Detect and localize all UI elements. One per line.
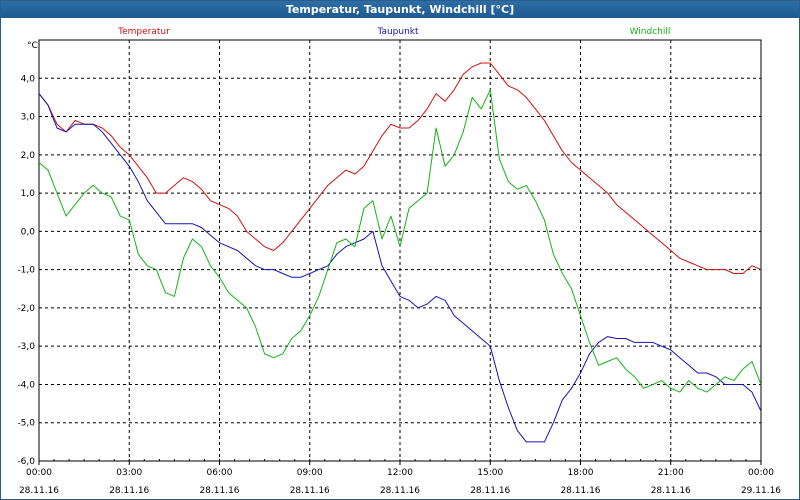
x-tick-time: 06:00 [207, 468, 233, 478]
y-tick-label: 0,0 [21, 227, 36, 237]
x-tick-time: 15:00 [477, 468, 503, 478]
x-tick-date: 28.11.16 [19, 486, 59, 496]
series-line-temperatur [38, 62, 762, 274]
x-tick-time: 21:00 [658, 468, 684, 478]
y-tick-label: -6,0 [17, 457, 35, 467]
grid-lines [39, 40, 761, 462]
x-tick-date: 28.11.16 [109, 486, 149, 496]
x-tick-date: 28.11.16 [199, 486, 239, 496]
legend-entry-windchill: Windchill [630, 27, 671, 37]
y-tick-label: 2,0 [21, 151, 36, 161]
x-tick-time: 00:00 [748, 468, 774, 478]
x-tick-date: 28.11.16 [380, 486, 420, 496]
legend-entry-taupunkt: Taupunkt [376, 27, 419, 37]
x-tick-date: 28.11.16 [290, 486, 330, 496]
y-axis: 4,0 3,0 2,0 1,0 0,0 -1,0 -2,0 -3,0 -4,0 -5,0 -6,0 °… [17, 41, 37, 467]
y-tick-label: -5,0 [17, 419, 35, 429]
series-line-taupunkt [38, 93, 762, 443]
y-tick-label: -2,0 [17, 304, 35, 314]
chart-title: Temperatur, Taupunkt, Windchill [°C] [1, 1, 799, 18]
y-tick-label: -1,0 [17, 266, 35, 276]
y-tick-label: 4,0 [21, 74, 36, 84]
x-tick-date: 28.11.16 [560, 486, 600, 496]
line-chart: 4,0 3,0 2,0 1,0 0,0 -1,0 -2,0 -3,0 -4,0 -5,0 -6,0 °… [17, 27, 781, 496]
x-tick-time: 03:00 [116, 468, 142, 478]
legend-entry-temperatur: Temperatur [117, 27, 170, 37]
x-tick-time: 12:00 [387, 468, 413, 478]
y-tick-label: 3,0 [21, 113, 36, 123]
y-axis-unit: °C [27, 41, 38, 51]
x-tick-time: 18:00 [568, 468, 594, 478]
y-tick-label: -3,0 [17, 342, 35, 352]
x-tick-time: 00:00 [26, 468, 52, 478]
x-tick-date: 28.11.16 [470, 486, 510, 496]
x-tick-date: 29.11.16 [741, 486, 781, 496]
y-tick-label: 1,0 [21, 189, 36, 199]
series-line-windchill [38, 89, 762, 393]
x-axis: 00:00 28.11.16 03:00 28.11.16 06:00 28.11.16 0… [19, 459, 781, 496]
x-tick-date: 28.11.16 [651, 486, 691, 496]
legend: Temperatur Taupunkt Windchill [117, 27, 670, 37]
series-lines [38, 62, 762, 443]
y-tick-label: -4,0 [17, 380, 35, 390]
x-tick-time: 09:00 [297, 468, 323, 478]
